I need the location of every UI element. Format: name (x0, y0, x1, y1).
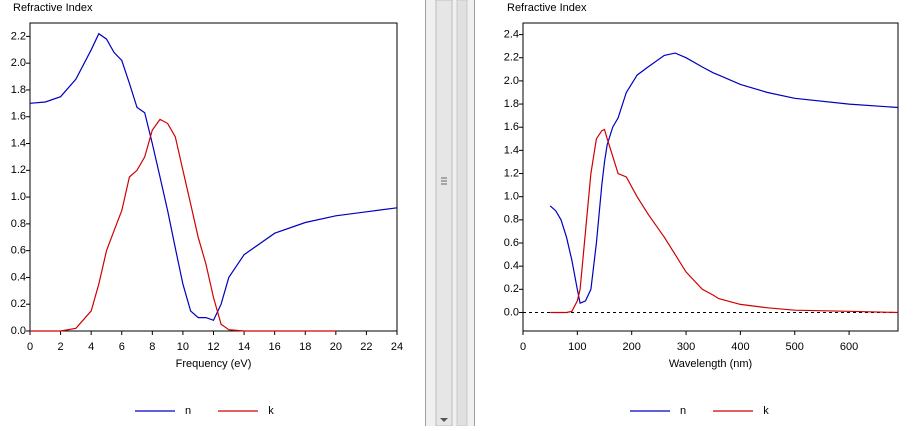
y-tick-label: 2.2 (11, 30, 26, 42)
scroll-arrow[interactable] (440, 418, 448, 422)
y-tick-label: 1.2 (504, 167, 519, 179)
x-tick-label: 12 (207, 341, 219, 353)
chart-title: Refractive Index (13, 2, 93, 14)
y-tick-label: 2.0 (11, 57, 26, 69)
x-tick-label: 4 (88, 341, 94, 353)
x-axis-label: Frequency (eV) (176, 358, 252, 370)
y-tick-label: 0.2 (504, 283, 519, 295)
y-tick-label: 1.6 (11, 111, 26, 123)
y-tick-label: 2.4 (504, 28, 519, 40)
data-line (29, 32, 398, 322)
x-tick-label: 24 (391, 341, 403, 353)
legend-label: n (680, 405, 686, 417)
y-tick-label: 0.6 (504, 237, 519, 249)
x-tick-label: 200 (623, 341, 641, 353)
x-axis-label: Wavelength (nm) (669, 358, 752, 370)
scrollbar[interactable] (435, 0, 453, 427)
y-tick-label: 0.4 (504, 260, 519, 272)
grip[interactable] (441, 177, 447, 185)
data-line (549, 52, 899, 305)
x-tick-label: 100 (568, 341, 586, 353)
y-tick-label: 1.8 (504, 98, 519, 110)
x-tick-label: 0 (520, 341, 526, 353)
legend-label: k (763, 405, 769, 417)
y-tick-label: 1.0 (504, 191, 519, 203)
x-tick-label: 0 (27, 341, 33, 353)
plot-frame (522, 22, 899, 332)
y-tick-label: 0.6 (11, 245, 26, 257)
y-tick-label: 1.0 (11, 191, 26, 203)
y-tick-label: 1.4 (504, 144, 519, 156)
x-tick-label: 10 (177, 341, 189, 353)
x-tick-label: 300 (677, 341, 695, 353)
y-tick-label: 0.8 (504, 214, 519, 226)
splitter-bar (456, 0, 468, 427)
y-tick-label: 1.8 (11, 84, 26, 96)
y-tick-label: 0.4 (11, 271, 26, 283)
chart-title: Refractive Index (507, 2, 587, 14)
y-tick-label: 2.2 (504, 52, 519, 64)
x-tick-label: 8 (149, 341, 155, 353)
x-tick-label: 16 (269, 341, 281, 353)
x-tick-label: 18 (299, 341, 311, 353)
x-tick-label: 400 (731, 341, 749, 353)
x-tick-label: 600 (840, 341, 858, 353)
y-tick-label: 1.6 (504, 121, 519, 133)
y-tick-label: 1.4 (11, 137, 26, 149)
y-tick-label: 0.8 (11, 218, 26, 230)
y-tick-label: 2.0 (504, 75, 519, 87)
y-tick-label: 0.2 (11, 298, 26, 310)
y-tick-label: 0.0 (11, 325, 26, 337)
x-tick-label: 6 (119, 341, 125, 353)
data-line (550, 128, 899, 314)
x-tick-label: 22 (360, 341, 372, 353)
data-line (30, 118, 336, 332)
x-tick-label: 500 (786, 341, 804, 353)
x-tick-label: 20 (330, 341, 342, 353)
y-tick-label: 1.2 (11, 164, 26, 176)
y-tick-label: 0.0 (504, 306, 519, 318)
legend-label: n (185, 405, 191, 417)
legend-label: k (268, 405, 274, 417)
x-tick-label: 14 (238, 341, 250, 353)
x-tick-label: 2 (58, 341, 64, 353)
